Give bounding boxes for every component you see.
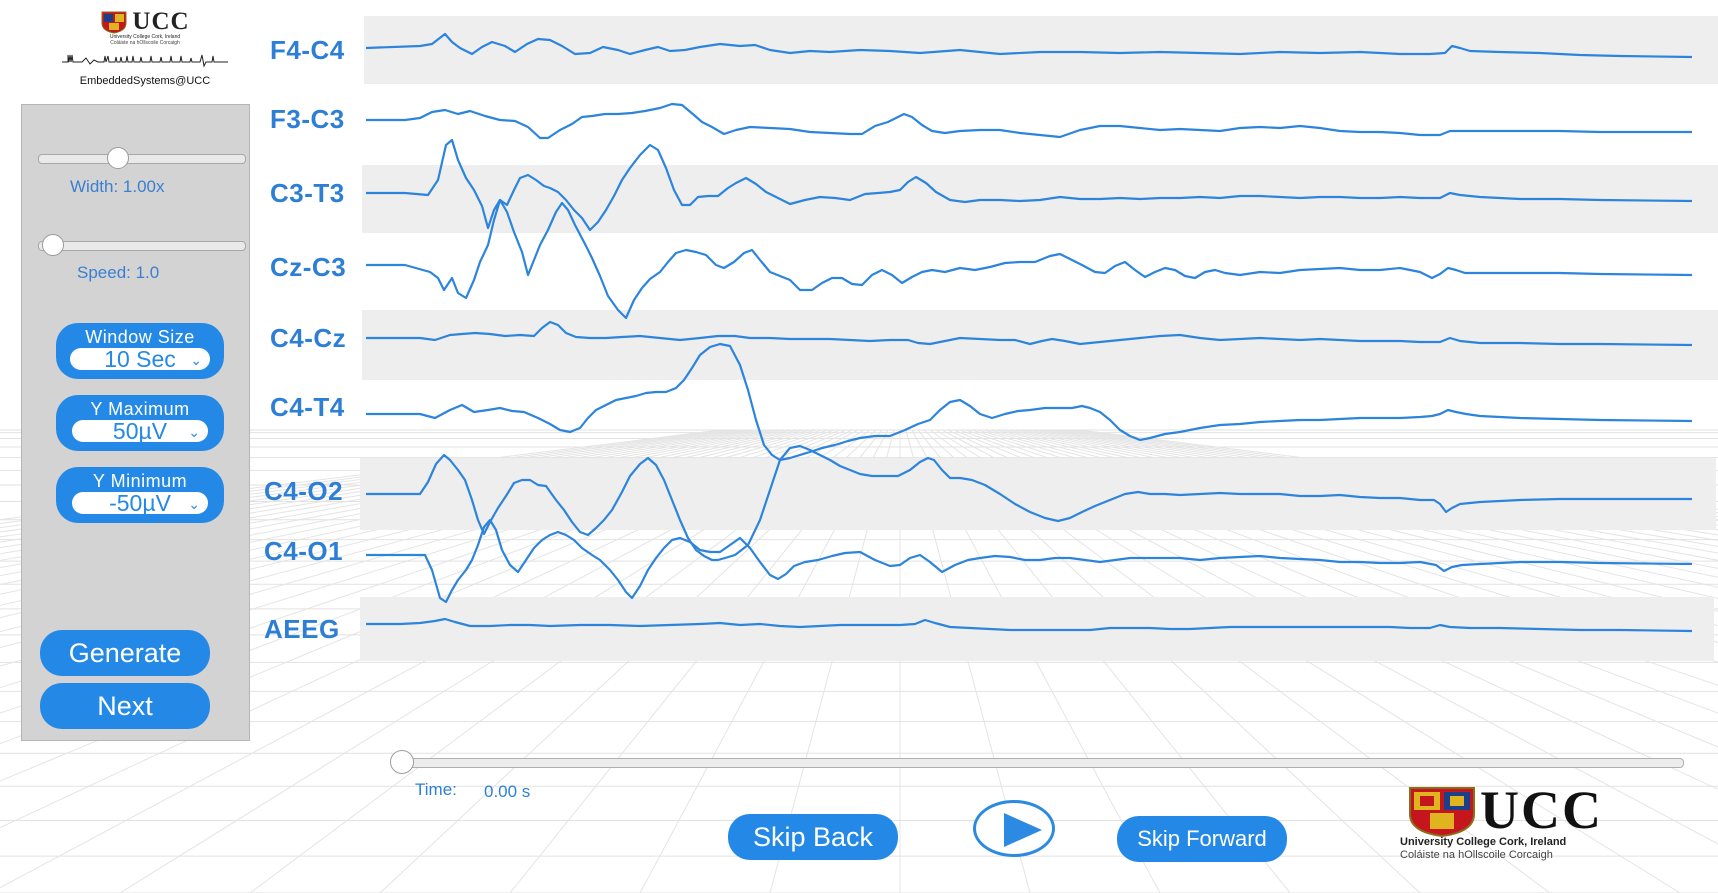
width-label: Width: 1.00x [70, 177, 165, 196]
time-label: Time: [415, 780, 457, 799]
channel-label-aeeg: AEEG [264, 614, 340, 644]
skip-back-button[interactable]: Skip Back [728, 814, 898, 860]
ucc-crest-icon [101, 11, 127, 34]
window-size-dropdown[interactable]: Window Size 10 Sec ⌄ [56, 323, 224, 379]
channel-band [362, 310, 1718, 380]
chevron-down-icon: ⌄ [188, 496, 200, 512]
ucc-crest-icon [1409, 787, 1475, 838]
channel-label-f4-c4: F4-C4 [270, 35, 345, 65]
y-maximum-title: Y Maximum [90, 399, 190, 419]
channel-band [360, 597, 1714, 661]
play-icon [1004, 813, 1042, 847]
y-minimum-select[interactable]: -50µV ⌄ [72, 490, 208, 516]
channel-band [360, 458, 1716, 530]
y-maximum-select[interactable]: 50µV ⌄ [72, 418, 208, 444]
channel-label-c4-o2: C4-O2 [264, 476, 344, 506]
signal-waveform-icon [62, 54, 228, 68]
time-value: 0.00 s [484, 782, 531, 801]
ucc-logo-top: UCC University College Cork, Ireland Col… [40, 6, 250, 96]
channel-band [362, 165, 1718, 233]
logo-subtitle-irish: Coláiste na hOllscoile Corcaigh [110, 40, 180, 46]
embedded-systems-label: EmbeddedSystems@UCC [79, 75, 211, 87]
play-button[interactable] [973, 800, 1055, 857]
logo-subtitle: University College Cork, Ireland [109, 34, 181, 40]
channel-label-c3-t3: C3-T3 [270, 178, 345, 208]
next-button[interactable]: Next [40, 683, 210, 729]
speed-slider-handle[interactable] [42, 234, 64, 256]
channel-label-c4-o1: C4-O1 [264, 536, 344, 566]
width-slider-track[interactable] [38, 154, 246, 164]
y-maximum-dropdown[interactable]: Y Maximum 50µV ⌄ [56, 395, 224, 451]
speed-slider-track[interactable] [38, 241, 246, 251]
channel-label-f3-c3: F3-C3 [270, 104, 345, 134]
chevron-down-icon: ⌄ [190, 352, 202, 368]
ucc-logo-bottom: UCC University College Cork, Ireland Col… [1400, 782, 1630, 862]
y-maximum-value: 50µV [112, 418, 168, 444]
channel-label-c4-cz: C4-Cz [270, 323, 347, 353]
window-size-select[interactable]: 10 Sec ⌄ [70, 346, 210, 372]
logo-subtitle-irish: Coláiste na hOllscoile Corcaigh [1400, 849, 1553, 861]
ucc-wordmark: UCC [1480, 780, 1603, 840]
channel-label-cz-c3: Cz-C3 [270, 252, 347, 282]
channel-band [364, 16, 1718, 84]
y-minimum-title: Y Minimum [92, 471, 188, 491]
y-minimum-value: -50µV [109, 490, 171, 516]
time-slider-handle[interactable] [390, 750, 414, 774]
time-slider-track[interactable] [392, 758, 1684, 768]
skip-forward-button[interactable]: Skip Forward [1117, 816, 1287, 862]
y-minimum-dropdown[interactable]: Y Minimum -50µV ⌄ [56, 467, 224, 523]
window-size-value: 10 Sec [104, 346, 176, 372]
window-size-title: Window Size [85, 327, 195, 347]
control-panel: Width: 1.00x Speed: 1.0 Window Size 10 S… [21, 104, 250, 741]
width-slider-handle[interactable] [107, 147, 129, 169]
ucc-wordmark: UCC [132, 8, 190, 35]
channel-label-c4-t4: C4-T4 [270, 392, 345, 422]
speed-label: Speed: 1.0 [77, 263, 160, 282]
generate-button[interactable]: Generate [40, 630, 210, 676]
chevron-down-icon: ⌄ [188, 424, 200, 440]
logo-subtitle: University College Cork, Ireland [1400, 836, 1567, 848]
